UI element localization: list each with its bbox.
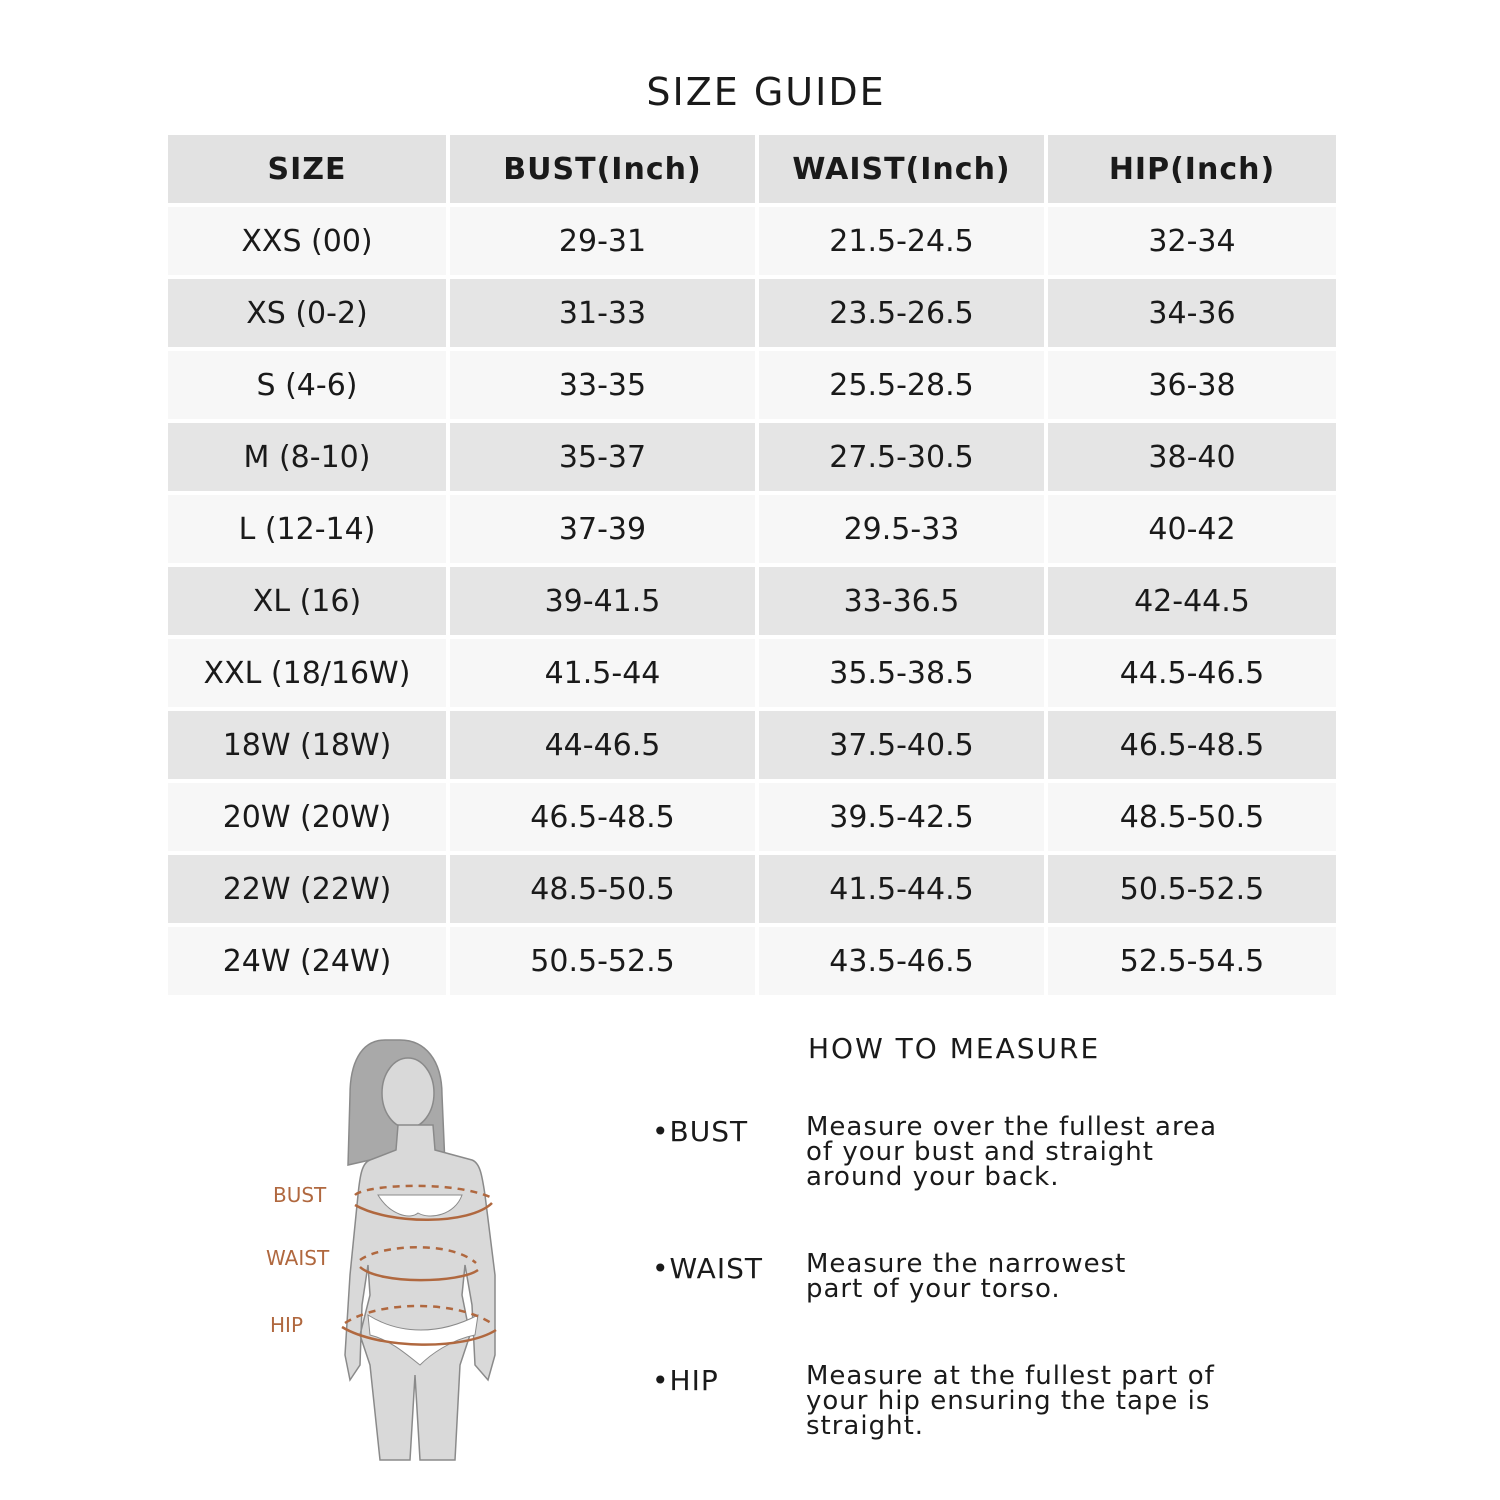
table-header-row: SIZE BUST(Inch) WAIST(Inch) HIP(Inch) — [168, 135, 1336, 203]
measurement-cell: 29-31 — [450, 207, 755, 275]
measurement-cell: 35.5-38.5 — [759, 639, 1044, 707]
measurement-cell: 52.5-54.5 — [1048, 927, 1336, 995]
size-cell: 24W (24W) — [168, 927, 446, 995]
measurement-cell: 33-35 — [450, 351, 755, 419]
hip-label: HIP — [270, 1313, 303, 1337]
measurement-cell: 48.5-50.5 — [1048, 783, 1336, 851]
size-cell: L (12-14) — [168, 495, 446, 563]
hip-description: Measure at the fullest part of your hip … — [806, 1361, 1226, 1441]
measurement-cell: 42-44.5 — [1048, 567, 1336, 635]
table-row: XXL (18/16W) 41.5-44 35.5-38.5 44.5-46.5 — [168, 639, 1336, 707]
header-cell: BUST(Inch) — [450, 135, 755, 203]
measurement-cell: 46.5-48.5 — [450, 783, 755, 851]
measurement-cell: 44-46.5 — [450, 711, 755, 779]
size-cell: XL (16) — [168, 567, 446, 635]
measurement-cell: 44.5-46.5 — [1048, 639, 1336, 707]
bust-label: BUST — [273, 1183, 327, 1207]
measurement-cell: 38-40 — [1048, 423, 1336, 491]
measurement-cell: 43.5-46.5 — [759, 927, 1044, 995]
measurement-cell: 39-41.5 — [450, 567, 755, 635]
table-row: 18W (18W) 44-46.5 37.5-40.5 46.5-48.5 — [168, 711, 1336, 779]
table-row: M (8-10) 35-37 27.5-30.5 38-40 — [168, 423, 1336, 491]
body-measurement-figure: BUST WAIST HIP — [250, 1035, 530, 1465]
table-row: 20W (20W) 46.5-48.5 39.5-42.5 48.5-50.5 — [168, 783, 1336, 851]
measurement-cell: 21.5-24.5 — [759, 207, 1044, 275]
desc-line: Measure at the fullest part of — [806, 1361, 1215, 1391]
table-row: 24W (24W) 50.5-52.5 43.5-46.5 52.5-54.5 — [168, 927, 1336, 995]
table-row: XL (16) 39-41.5 33-36.5 42-44.5 — [168, 567, 1336, 635]
header-cell: SIZE — [168, 135, 446, 203]
measurement-cell: 33-36.5 — [759, 567, 1044, 635]
body-illustration — [341, 1039, 497, 1461]
measurement-cell: 31-33 — [450, 279, 755, 347]
page-title: SIZE GUIDE — [646, 70, 886, 114]
size-cell: 18W (18W) — [168, 711, 446, 779]
measurement-cell: 41.5-44 — [450, 639, 755, 707]
waist-label: WAIST — [266, 1246, 330, 1270]
waist-term: •WAIST — [652, 1252, 763, 1285]
size-cell: XXS (00) — [168, 207, 446, 275]
measurement-cell: 50.5-52.5 — [1048, 855, 1336, 923]
waist-description: Measure the narrowest part of your torso… — [806, 1249, 1226, 1304]
desc-line: your hip ensuring the tape is — [806, 1386, 1211, 1416]
measurement-cell: 50.5-52.5 — [450, 927, 755, 995]
desc-line: straight. — [806, 1411, 925, 1441]
header-cell: HIP(Inch) — [1048, 135, 1336, 203]
bust-description: Measure over the fullest area of your bu… — [806, 1112, 1226, 1192]
measurement-cell: 48.5-50.5 — [450, 855, 755, 923]
measurement-cell: 39.5-42.5 — [759, 783, 1044, 851]
desc-line: Measure the narrowest — [806, 1249, 1127, 1279]
measurement-cell: 36-38 — [1048, 351, 1336, 419]
size-cell: XS (0-2) — [168, 279, 446, 347]
size-cell: XXL (18/16W) — [168, 639, 446, 707]
table-row: XS (0-2) 31-33 23.5-26.5 34-36 — [168, 279, 1336, 347]
size-cell: 20W (20W) — [168, 783, 446, 851]
measurement-cell: 37-39 — [450, 495, 755, 563]
size-table: SIZE BUST(Inch) WAIST(Inch) HIP(Inch) XX… — [168, 135, 1336, 999]
measurement-cell: 35-37 — [450, 423, 755, 491]
table-row: 22W (22W) 48.5-50.5 41.5-44.5 50.5-52.5 — [168, 855, 1336, 923]
bust-term: •BUST — [652, 1115, 749, 1148]
size-cell: M (8-10) — [168, 423, 446, 491]
size-cell: S (4-6) — [168, 351, 446, 419]
measurement-cell: 34-36 — [1048, 279, 1336, 347]
desc-line: Measure over the fullest area — [806, 1112, 1218, 1142]
measurement-cell: 41.5-44.5 — [759, 855, 1044, 923]
header-cell: WAIST(Inch) — [759, 135, 1044, 203]
measurement-cell: 37.5-40.5 — [759, 711, 1044, 779]
hip-term: •HIP — [652, 1364, 719, 1397]
size-cell: 22W (22W) — [168, 855, 446, 923]
desc-line: of your bust and straight — [806, 1137, 1154, 1167]
measurement-cell: 46.5-48.5 — [1048, 711, 1336, 779]
table-row: XXS (00) 29-31 21.5-24.5 32-34 — [168, 207, 1336, 275]
measurement-cell: 40-42 — [1048, 495, 1336, 563]
measurement-cell: 29.5-33 — [759, 495, 1044, 563]
measurement-cell: 32-34 — [1048, 207, 1336, 275]
desc-line: part of your torso. — [806, 1274, 1061, 1304]
measurement-cell: 25.5-28.5 — [759, 351, 1044, 419]
table-row: S (4-6) 33-35 25.5-28.5 36-38 — [168, 351, 1336, 419]
measurement-cell: 23.5-26.5 — [759, 279, 1044, 347]
desc-line: around your back. — [806, 1162, 1060, 1192]
table-row: L (12-14) 37-39 29.5-33 40-42 — [168, 495, 1336, 563]
measurement-cell: 27.5-30.5 — [759, 423, 1044, 491]
how-to-measure-title: HOW TO MEASURE — [808, 1032, 1101, 1065]
